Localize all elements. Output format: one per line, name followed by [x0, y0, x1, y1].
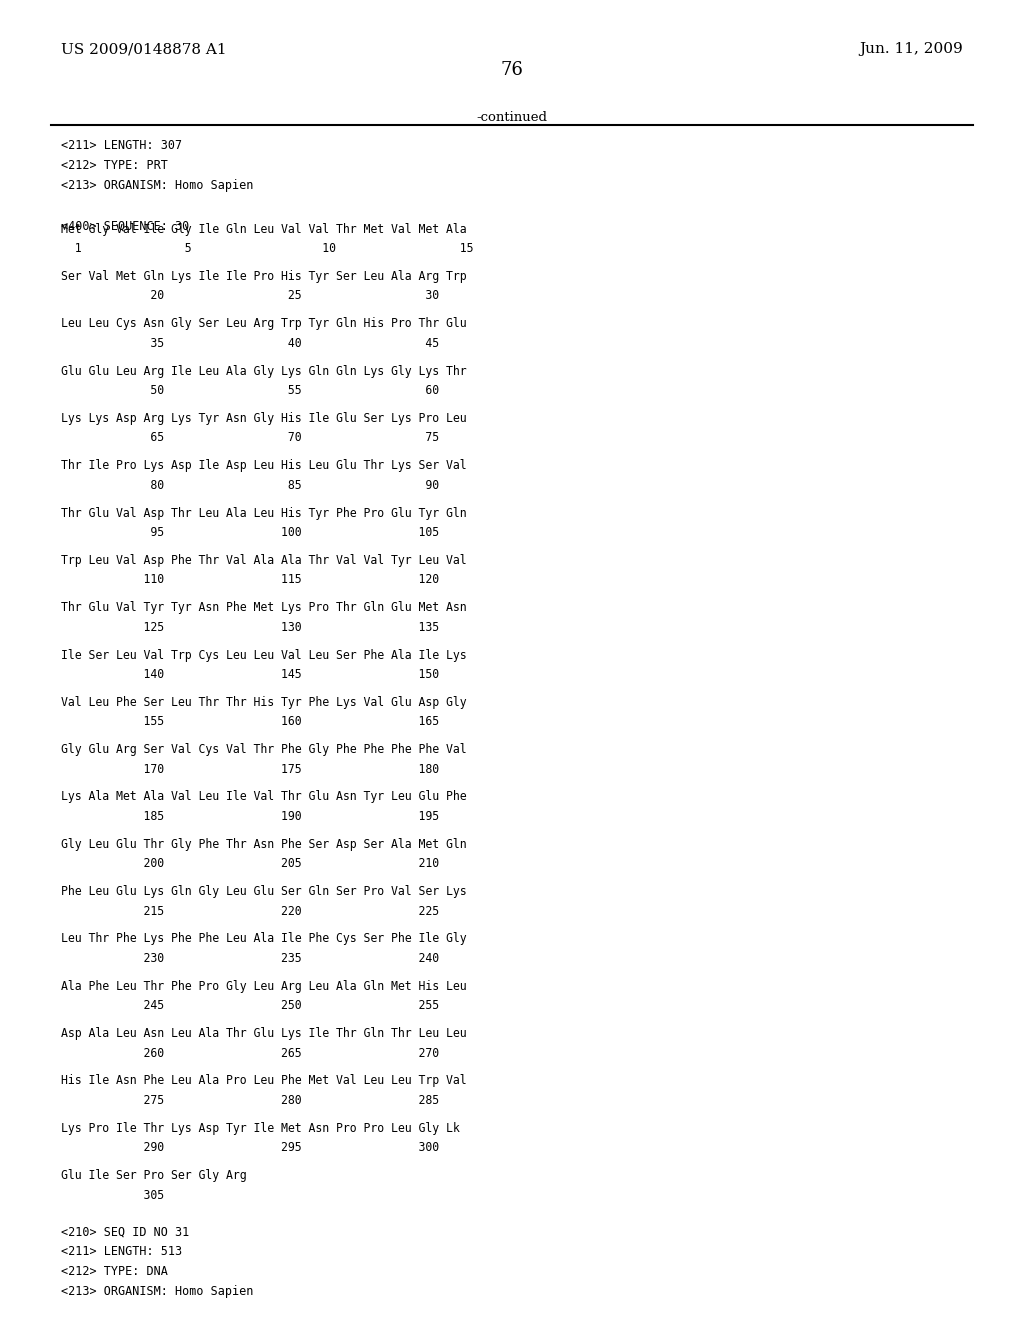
Text: Gly Leu Glu Thr Gly Phe Thr Asn Phe Ser Asp Ser Ala Met Gln: Gly Leu Glu Thr Gly Phe Thr Asn Phe Ser … — [61, 838, 467, 851]
Text: 20                  25                  30: 20 25 30 — [61, 289, 439, 302]
Text: 1               5                   10                  15: 1 5 10 15 — [61, 242, 474, 255]
Text: <400> SEQUENCE: 30: <400> SEQUENCE: 30 — [61, 219, 189, 232]
Text: 275                 280                 285: 275 280 285 — [61, 1094, 439, 1107]
Text: Lys Lys Asp Arg Lys Tyr Asn Gly His Ile Glu Ser Lys Pro Leu: Lys Lys Asp Arg Lys Tyr Asn Gly His Ile … — [61, 412, 467, 425]
Text: 140                 145                 150: 140 145 150 — [61, 668, 439, 681]
Text: 245                 250                 255: 245 250 255 — [61, 999, 439, 1012]
Text: 260                 265                 270: 260 265 270 — [61, 1047, 439, 1060]
Text: Ala Phe Leu Thr Phe Pro Gly Leu Arg Leu Ala Gln Met His Leu: Ala Phe Leu Thr Phe Pro Gly Leu Arg Leu … — [61, 979, 467, 993]
Text: Met Gly Val Ile Gly Ile Gln Leu Val Val Thr Met Val Met Ala: Met Gly Val Ile Gly Ile Gln Leu Val Val … — [61, 223, 467, 236]
Text: Asp Ala Leu Asn Leu Ala Thr Glu Lys Ile Thr Gln Thr Leu Leu: Asp Ala Leu Asn Leu Ala Thr Glu Lys Ile … — [61, 1027, 467, 1040]
Text: Val Leu Phe Ser Leu Thr Thr His Tyr Phe Lys Val Glu Asp Gly: Val Leu Phe Ser Leu Thr Thr His Tyr Phe … — [61, 696, 467, 709]
Text: <212> TYPE: DNA: <212> TYPE: DNA — [61, 1266, 168, 1278]
Text: Trp Leu Val Asp Phe Thr Val Ala Ala Thr Val Val Tyr Leu Val: Trp Leu Val Asp Phe Thr Val Ala Ala Thr … — [61, 554, 467, 566]
Text: 200                 205                 210: 200 205 210 — [61, 857, 439, 870]
Text: <212> TYPE: PRT: <212> TYPE: PRT — [61, 160, 168, 172]
Text: 50                  55                  60: 50 55 60 — [61, 384, 439, 397]
Text: Glu Glu Leu Arg Ile Leu Ala Gly Lys Gln Gln Lys Gly Lys Thr: Glu Glu Leu Arg Ile Leu Ala Gly Lys Gln … — [61, 364, 467, 378]
Text: 110                 115                 120: 110 115 120 — [61, 573, 439, 586]
Text: Lys Pro Ile Thr Lys Asp Tyr Ile Met Asn Pro Pro Leu Gly Lk: Lys Pro Ile Thr Lys Asp Tyr Ile Met Asn … — [61, 1122, 460, 1135]
Text: <213> ORGANISM: Homo Sapien: <213> ORGANISM: Homo Sapien — [61, 1286, 254, 1299]
Text: US 2009/0148878 A1: US 2009/0148878 A1 — [61, 42, 227, 57]
Text: Glu Ile Ser Pro Ser Gly Arg: Glu Ile Ser Pro Ser Gly Arg — [61, 1170, 247, 1181]
Text: -continued: -continued — [476, 111, 548, 124]
Text: Phe Leu Glu Lys Gln Gly Leu Glu Ser Gln Ser Pro Val Ser Lys: Phe Leu Glu Lys Gln Gly Leu Glu Ser Gln … — [61, 886, 467, 898]
Text: Gly Glu Arg Ser Val Cys Val Thr Phe Gly Phe Phe Phe Phe Val: Gly Glu Arg Ser Val Cys Val Thr Phe Gly … — [61, 743, 467, 756]
Text: <211> LENGTH: 307: <211> LENGTH: 307 — [61, 139, 182, 152]
Text: 170                 175                 180: 170 175 180 — [61, 763, 439, 776]
Text: Leu Thr Phe Lys Phe Phe Leu Ala Ile Phe Cys Ser Phe Ile Gly: Leu Thr Phe Lys Phe Phe Leu Ala Ile Phe … — [61, 932, 467, 945]
Text: His Ile Asn Phe Leu Ala Pro Leu Phe Met Val Leu Leu Trp Val: His Ile Asn Phe Leu Ala Pro Leu Phe Met … — [61, 1074, 467, 1088]
Text: 125                 130                 135: 125 130 135 — [61, 620, 439, 634]
Text: 65                  70                  75: 65 70 75 — [61, 432, 439, 445]
Text: 155                 160                 165: 155 160 165 — [61, 715, 439, 729]
Text: <210> SEQ ID NO 31: <210> SEQ ID NO 31 — [61, 1225, 189, 1238]
Text: Ser Val Met Gln Lys Ile Ile Pro His Tyr Ser Leu Ala Arg Trp: Ser Val Met Gln Lys Ile Ile Pro His Tyr … — [61, 271, 467, 282]
Text: 215                 220                 225: 215 220 225 — [61, 904, 439, 917]
Text: 230                 235                 240: 230 235 240 — [61, 952, 439, 965]
Text: Jun. 11, 2009: Jun. 11, 2009 — [859, 42, 963, 57]
Text: 290                 295                 300: 290 295 300 — [61, 1142, 439, 1154]
Text: 80                  85                  90: 80 85 90 — [61, 479, 439, 492]
Text: 76: 76 — [501, 61, 523, 79]
Text: Ile Ser Leu Val Trp Cys Leu Leu Val Leu Ser Phe Ala Ile Lys: Ile Ser Leu Val Trp Cys Leu Leu Val Leu … — [61, 648, 467, 661]
Text: 95                 100                 105: 95 100 105 — [61, 527, 439, 539]
Text: 35                  40                  45: 35 40 45 — [61, 337, 439, 350]
Text: Thr Ile Pro Lys Asp Ile Asp Leu His Leu Glu Thr Lys Ser Val: Thr Ile Pro Lys Asp Ile Asp Leu His Leu … — [61, 459, 467, 473]
Text: Leu Leu Cys Asn Gly Ser Leu Arg Trp Tyr Gln His Pro Thr Glu: Leu Leu Cys Asn Gly Ser Leu Arg Trp Tyr … — [61, 317, 467, 330]
Text: Thr Glu Val Asp Thr Leu Ala Leu His Tyr Phe Pro Glu Tyr Gln: Thr Glu Val Asp Thr Leu Ala Leu His Tyr … — [61, 507, 467, 520]
Text: Lys Ala Met Ala Val Leu Ile Val Thr Glu Asn Tyr Leu Glu Phe: Lys Ala Met Ala Val Leu Ile Val Thr Glu … — [61, 791, 467, 804]
Text: 305: 305 — [61, 1188, 165, 1201]
Text: 185                 190                 195: 185 190 195 — [61, 810, 439, 822]
Text: <211> LENGTH: 513: <211> LENGTH: 513 — [61, 1245, 182, 1258]
Text: Thr Glu Val Tyr Tyr Asn Phe Met Lys Pro Thr Gln Glu Met Asn: Thr Glu Val Tyr Tyr Asn Phe Met Lys Pro … — [61, 601, 467, 614]
Text: <213> ORGANISM: Homo Sapien: <213> ORGANISM: Homo Sapien — [61, 180, 254, 193]
